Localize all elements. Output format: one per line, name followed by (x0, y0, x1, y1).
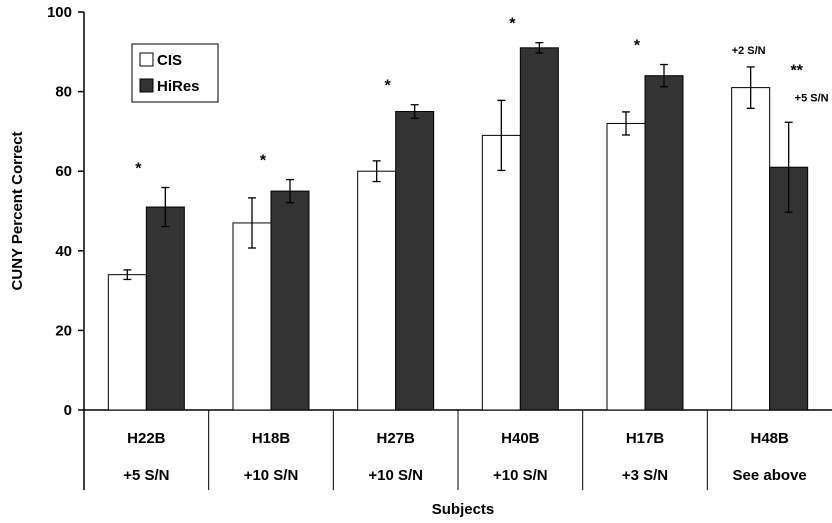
bar-hires (270, 190, 310, 411)
legend-label-hires: HiRes (157, 78, 200, 95)
significance-marker: * (509, 16, 516, 33)
condition-label: +5 S/N (123, 467, 169, 484)
bar-hires (395, 111, 435, 411)
x-axis-label: Subjects (432, 501, 495, 518)
bar-cis (107, 274, 147, 411)
significance-markers: * ****** (135, 16, 803, 178)
bar-hires (519, 47, 559, 411)
annotations: +2 S/N +5 S/N (732, 45, 829, 105)
bars (107, 47, 809, 411)
legend-label-cis: CIS (157, 52, 182, 69)
bar-cis (481, 134, 521, 411)
significance-marker: * (135, 161, 142, 178)
y-tick-label: 100 (47, 4, 72, 21)
bar-hires (644, 75, 684, 411)
condition-label: +10 S/N (368, 467, 423, 484)
bar-cis (357, 170, 397, 411)
significance-marker: * (634, 38, 641, 55)
x-tick-label: H22B (127, 430, 166, 447)
annotation-label: +2 S/N (732, 45, 766, 57)
condition-label: +10 S/N (244, 467, 299, 484)
y-tick-label: 60 (55, 163, 72, 180)
significance-marker: * (260, 153, 267, 170)
condition-label: +3 S/N (622, 467, 668, 484)
y-axis-label: CUNY Percent Correct (9, 132, 26, 291)
x-tick-label: H40B (501, 430, 540, 447)
y-tick-label: 0 (64, 402, 72, 419)
legend-swatch-cis (139, 52, 154, 67)
significance-marker: ** (790, 63, 803, 80)
bar-cis (606, 122, 646, 411)
x-axis: H22B +5 S/N H18B +10 S/N H27B +10 S/N H40B +10 … (84, 409, 832, 518)
x-tick-label: H18B (252, 430, 291, 447)
y-tick-label: 80 (55, 84, 72, 101)
y-tick-label: 40 (55, 243, 72, 260)
error-bars (123, 41, 793, 281)
y-axis: 0 20 40 60 80 100 CUNY Percent Correct (9, 4, 85, 490)
bar-cis (232, 222, 272, 411)
x-tick-label: H48B (750, 430, 789, 447)
condition-label: +10 S/N (493, 467, 548, 484)
annotation-label: +5 S/N (795, 93, 829, 105)
bar-hires (145, 206, 185, 411)
x-tick-label: H17B (626, 430, 665, 447)
y-tick-label: 20 (55, 322, 72, 339)
bar-cis (731, 87, 771, 411)
x-tick-label: H27B (376, 430, 415, 447)
legend: CIS HiRes (131, 43, 219, 103)
condition-label: See above (733, 467, 807, 484)
legend-swatch-hires (139, 78, 154, 93)
significance-marker: * (385, 78, 392, 95)
